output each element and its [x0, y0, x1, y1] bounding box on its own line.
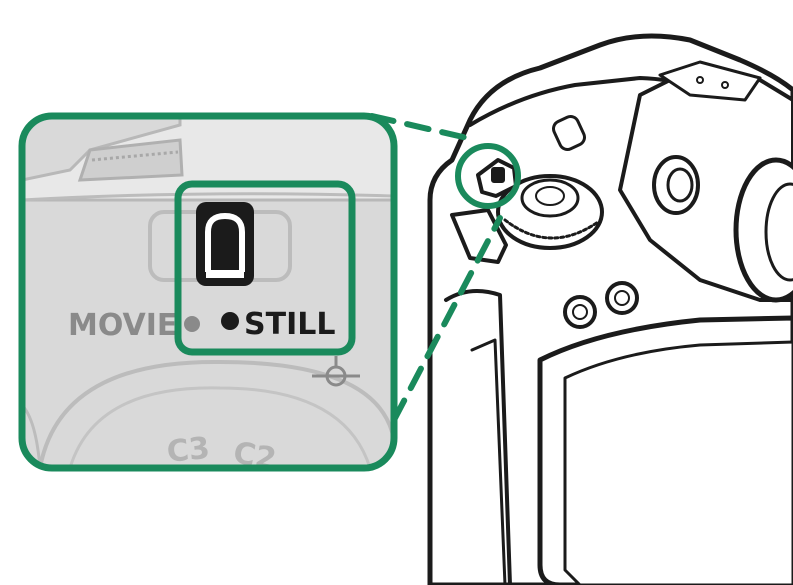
target-circle	[455, 143, 521, 209]
mode-label-movie: MOVIE	[68, 308, 177, 343]
callout-leader-lines	[369, 113, 503, 423]
dial-mark-c2: C2	[231, 435, 279, 477]
zoom-inset: C3 C2 MOVIE	[22, 116, 394, 477]
mode-switch-lever	[196, 202, 254, 286]
focal-plane-icon	[312, 356, 360, 387]
camera-body	[427, 33, 793, 585]
zoom-inset-border	[18, 112, 398, 472]
mode-label-still: STILL	[244, 307, 335, 342]
switch-highlight-box	[174, 180, 356, 356]
dial-mark-c3: C3	[165, 431, 211, 470]
movie-dot-icon	[184, 316, 200, 332]
still-dot-icon	[221, 312, 239, 330]
